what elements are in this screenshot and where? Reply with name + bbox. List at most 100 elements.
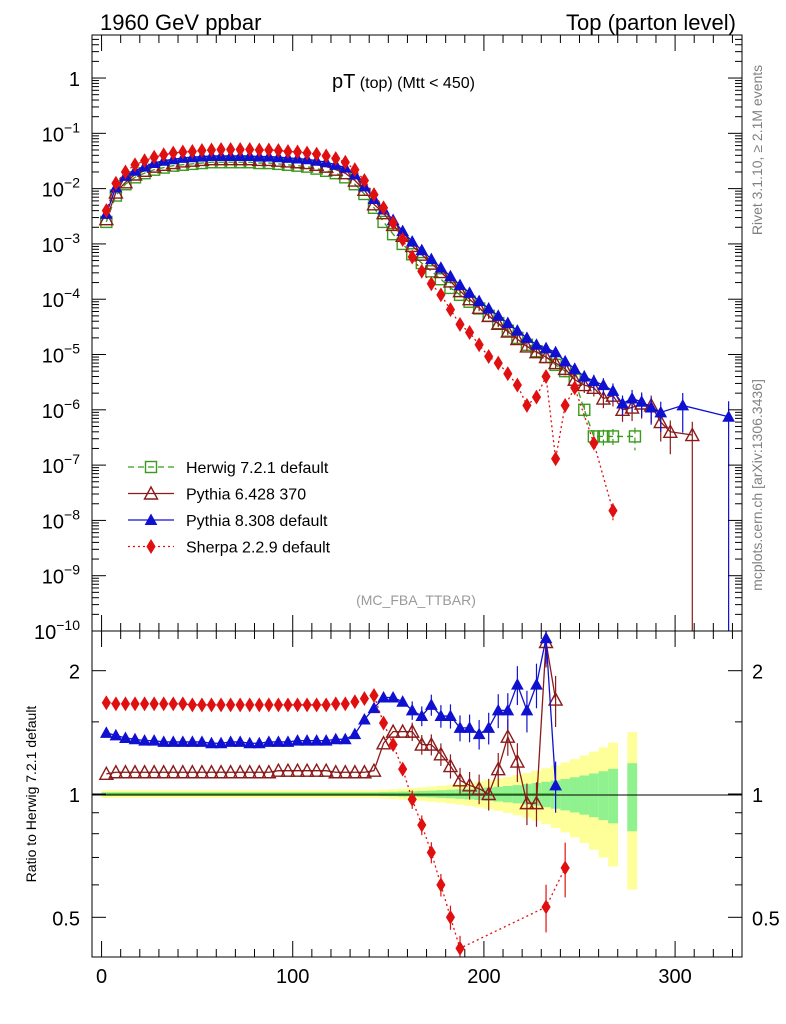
legend-item-pythia8: Pythia 8.308 default — [128, 513, 328, 530]
ratio-point-pythia6 — [461, 777, 478, 792]
ratio-point-sherpa — [340, 696, 350, 712]
ratio-point-pythia8 — [205, 736, 218, 749]
point-pythia6 — [117, 174, 134, 189]
point-pythia8 — [722, 410, 735, 422]
ratio-point-sherpa — [407, 791, 417, 807]
ratio-point-pythia6 — [509, 753, 526, 768]
ratio-point-pythia8 — [138, 734, 151, 746]
point-sherpa — [608, 503, 618, 519]
point-sherpa — [340, 154, 350, 170]
main-y-tick-label: 10−1 — [42, 119, 80, 146]
point-sherpa — [570, 380, 580, 396]
point-sherpa — [503, 366, 513, 382]
point-pythia8 — [520, 331, 534, 343]
legend-label: Pythia 6.428 370 — [186, 487, 306, 504]
point-sherpa — [254, 142, 264, 158]
ratio-point-pythia8 — [338, 732, 352, 745]
legend-label: Sherpa 2.2.9 default — [186, 540, 331, 557]
point-sherpa — [398, 232, 408, 247]
main-y-tick-label: 10−5 — [42, 341, 80, 368]
point-sherpa — [484, 349, 494, 364]
ratio-point-pythia6 — [261, 764, 277, 779]
point-sherpa — [378, 200, 389, 216]
ratio-point-sherpa — [436, 877, 446, 893]
ratio-point-pythia8 — [224, 735, 237, 747]
ratio-point-pythia8 — [424, 698, 438, 710]
ratio-y-tick-label: 2 — [69, 662, 80, 684]
ratio-point-pythia6 — [442, 758, 459, 773]
analysis-tag: (MC_FBA_TTBAR) — [356, 592, 476, 608]
point-pythia6 — [557, 360, 573, 376]
point-pythia6 — [481, 307, 497, 323]
point-sherpa — [388, 215, 398, 231]
point-pythia6 — [471, 299, 487, 314]
ratio-point-pythia6 — [328, 764, 344, 779]
point-sherpa — [531, 389, 542, 405]
series-line-herwig — [105, 161, 635, 438]
main-x-ticks — [101, 35, 733, 631]
ratio-series-layer — [98, 631, 570, 957]
ratio-y-tick-label: 1 — [69, 785, 80, 807]
ratio-point-pythia8 — [214, 736, 228, 749]
ratio-point-sherpa — [283, 697, 293, 713]
ratio-point-sherpa — [560, 860, 570, 876]
ratio-point-sherpa — [350, 694, 360, 710]
ratio-point-sherpa — [273, 697, 283, 713]
point-pythia8 — [472, 294, 486, 307]
ratio-point-pythia8 — [233, 735, 247, 747]
ratio-point-pythia6 — [98, 765, 115, 781]
ratio-point-sherpa — [302, 697, 312, 713]
ratio-point-pythia6 — [347, 764, 363, 779]
point-pythia8 — [587, 374, 601, 387]
ratio-point-sherpa — [245, 697, 255, 713]
ratio-point-pythia8 — [272, 735, 285, 747]
mcplots-label: mcplots.cern.ch [arXiv:1306.3436] — [749, 379, 765, 591]
ratio-point-sherpa — [226, 697, 236, 713]
point-sherpa — [321, 148, 331, 164]
ratio-point-sherpa — [359, 691, 370, 707]
point-sherpa — [331, 151, 341, 166]
point-pythia6 — [519, 338, 535, 353]
ratio-point-sherpa — [111, 696, 121, 712]
ratio-point-pythia6 — [490, 761, 506, 776]
header-left-label: 1960 GeV ppbar — [100, 10, 261, 35]
ratio-panel: 0.5 0.5 1 1 2 2 0 100 200 300 Ratio to Herwig 7.… — [23, 630, 780, 988]
point-sherpa — [474, 337, 484, 353]
ratio-point-pythia6 — [289, 762, 306, 777]
ratio-point-pythia6 — [452, 772, 468, 787]
ratio-point-pythia6 — [213, 764, 229, 779]
ratio-point-sherpa — [178, 696, 188, 712]
point-pythia8 — [676, 398, 690, 411]
header-right-label: Top (parton level) — [566, 10, 736, 35]
ratio-point-pythia8 — [291, 734, 304, 746]
ratio-point-sherpa — [398, 761, 408, 777]
ratio-point-pythia6 — [299, 762, 315, 777]
point-sherpa — [245, 142, 255, 157]
point-sherpa — [302, 145, 312, 161]
ratio-series-sherpa — [101, 688, 570, 957]
legend-swatch-marker — [146, 539, 156, 554]
point-pythia6 — [576, 377, 592, 392]
ratio-point-pythia8 — [319, 734, 333, 746]
ratio-point-pythia8 — [195, 735, 209, 747]
ratio-y-label: Ratio to Herwig 7.2.1 default — [23, 706, 39, 883]
point-sherpa — [120, 164, 131, 180]
main-y-tick-label: 10−10 — [34, 617, 80, 644]
ratio-point-sherpa — [130, 696, 140, 712]
ratio-point-pythia6 — [308, 762, 325, 777]
point-herwig — [578, 403, 591, 417]
point-sherpa — [426, 276, 436, 292]
legend: Herwig 7.2.1 default Pythia 6.428 370 Pyth… — [128, 460, 331, 557]
ratio-point-pythia8 — [262, 735, 276, 747]
ratio-y-axis: 0.5 0.5 1 1 2 2 — [52, 662, 780, 931]
ratio-point-sherpa — [426, 844, 436, 860]
ratio-point-pythia8 — [463, 721, 476, 733]
series-pythia8 — [99, 149, 735, 631]
ratio-point-pythia6 — [175, 764, 191, 779]
ratio-line-pythia8 — [106, 638, 557, 786]
ratio-point-pythia6 — [385, 723, 401, 738]
ratio-point-pythia6 — [481, 786, 497, 801]
ratio-point-pythia6 — [108, 764, 124, 779]
point-sherpa — [464, 325, 475, 340]
